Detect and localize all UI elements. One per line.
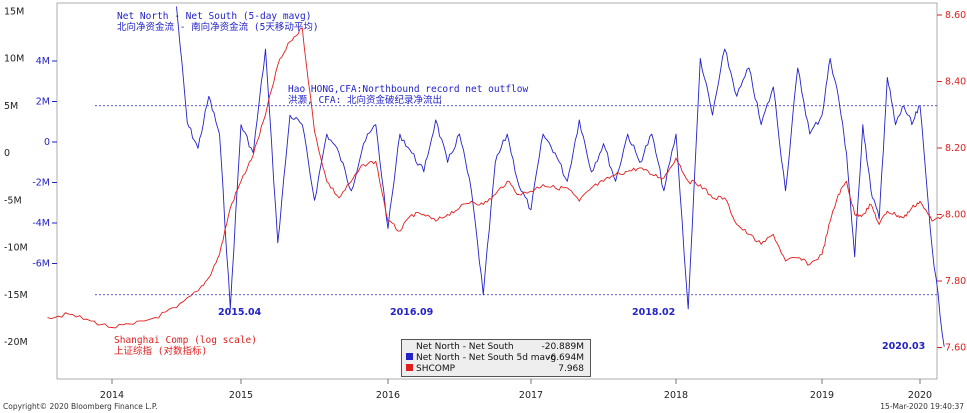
x-tick-label-2014: 2014 <box>100 390 124 401</box>
legend-swatch-mavg <box>406 353 413 360</box>
series-line-shcomp <box>47 27 945 329</box>
left-outer-tick-label: -10M <box>4 243 28 254</box>
left-inner-tick-label: -4M <box>32 218 50 229</box>
date-label-2018-02: 2018.02 <box>632 307 675 318</box>
timestamp: 15-Mar-2020 19:40:37 <box>880 402 964 411</box>
legend: Net North - Net South -20.889M Net North… <box>401 339 591 377</box>
left-outer-tick-label: 10M <box>4 54 24 65</box>
legend-value-shcomp: 7.968 <box>558 364 584 374</box>
x-tick-label-2018: 2018 <box>664 390 688 401</box>
legend-entry-net: Net North - Net South -20.889M <box>406 342 584 353</box>
shcomp-label-en: Shanghai Comp (log scale) <box>114 335 257 346</box>
left-outer-tick-label: -15M <box>4 290 28 301</box>
left-inner-tick-label: 0 <box>44 137 50 148</box>
x-tick-label-2016: 2016 <box>376 390 400 401</box>
axis-labels: 2014 2015 2016 2017 2018 2019 2020 15M 10M 5M 0 -5M… <box>4 6 966 401</box>
left-inner-tick-label: 4M <box>36 56 50 67</box>
plot-area <box>56 2 938 380</box>
series-title-en: Net North - Net South (5-day mavg) <box>117 11 311 22</box>
left-outer-tick-label: 15M <box>4 6 24 17</box>
right-tick-label: 7.60 <box>945 343 966 354</box>
note-en: Hao HONG,CFA:Northbound record net outfl… <box>288 84 528 95</box>
x-tick-label-2020: 2020 <box>908 390 932 401</box>
note-cn: 洪灏, CFA: 北向资金破纪录净流出 <box>288 94 442 106</box>
date-label-2015-04: 2015.04 <box>218 307 262 318</box>
left-inner-tick-label: 2M <box>36 97 50 108</box>
legend-entry-mavg: Net North - Net South 5d mavg -6.694M <box>406 353 584 364</box>
legend-swatch-net <box>406 342 413 349</box>
legend-swatch-shcomp <box>406 364 413 371</box>
x-tick-marks <box>111 379 921 384</box>
date-label-2016-09: 2016.09 <box>390 307 433 318</box>
right-tick-label: 7.80 <box>945 276 966 287</box>
left-outer-tick-label: -5M <box>4 195 22 206</box>
series-layer <box>47 6 945 347</box>
right-tick-label: 8.40 <box>945 77 966 88</box>
legend-label-mavg: Net North - Net South 5d mavg <box>416 353 557 363</box>
left-outer-tick-label: -20M <box>4 337 28 348</box>
legend-entry-shcomp: SHCOMP 7.968 <box>406 364 584 375</box>
legend-label-net: Net North - Net South <box>416 342 514 352</box>
series-title-cn: 北向净资金流 - 南向净资金流 (5天移动平均) <box>117 21 319 33</box>
right-tick-label: 8.60 <box>945 10 966 21</box>
legend-label-shcomp: SHCOMP <box>416 364 456 374</box>
right-tick-label: 8.00 <box>945 210 966 221</box>
left-outer-tick-label: 5M <box>4 101 18 112</box>
x-tick-label-2017: 2017 <box>519 390 543 401</box>
left-inner-tick-label: -2M <box>32 178 50 189</box>
legend-value-net: -20.889M <box>541 342 584 352</box>
left-inner-tick-label: -6M <box>32 259 50 270</box>
series-line-net-mavg <box>176 6 945 347</box>
date-label-2020-03: 2020.03 <box>882 341 925 352</box>
right-tick-label: 8.20 <box>945 143 966 154</box>
x-tick-label-2015: 2015 <box>229 390 253 401</box>
left-outer-tick-label: 0 <box>4 148 10 159</box>
reference-lines <box>95 105 937 296</box>
copyright: Copyright© 2020 Bloomberg Finance L.P. <box>3 402 158 411</box>
x-tick-label-2019: 2019 <box>810 390 834 401</box>
legend-value-mavg: -6.694M <box>547 353 584 363</box>
shcomp-label-cn: 上证综指 (对数指标) <box>114 345 207 357</box>
